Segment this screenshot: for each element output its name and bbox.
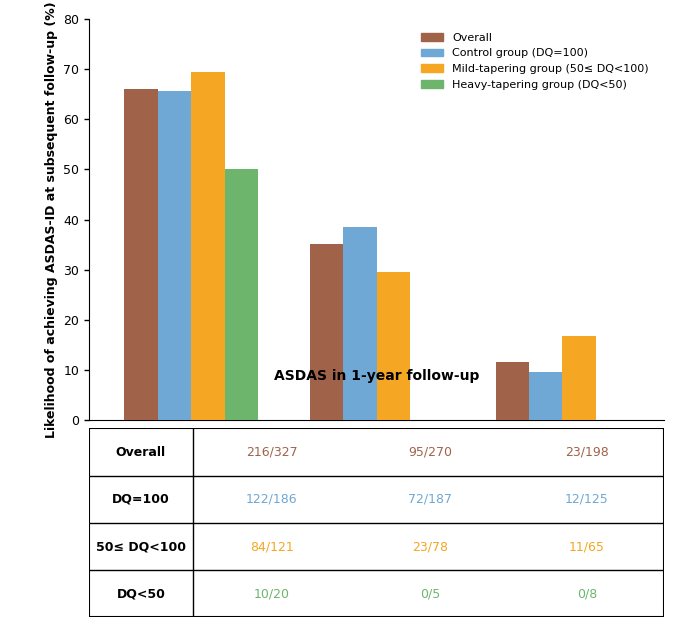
Text: Overall: Overall [116,445,166,459]
Text: 12/125: 12/125 [565,493,609,506]
Text: 95/270: 95/270 [408,445,452,459]
Text: 0/5: 0/5 [420,587,440,600]
Legend: Overall, Control group (DQ=100), Mild-tapering group (50≤ DQ<100), Heavy-taperin: Overall, Control group (DQ=100), Mild-ta… [416,28,653,94]
Text: DQ=100: DQ=100 [112,493,170,506]
Bar [562,336,596,420]
Text: 122/186: 122/186 [246,493,297,506]
Bar [529,372,562,420]
Text: 10/20: 10/20 [253,587,290,600]
Bar [310,244,343,420]
Text: 216/327: 216/327 [246,445,297,459]
Text: 11/65: 11/65 [569,540,605,553]
Text: 50≤ DQ<100: 50≤ DQ<100 [96,540,186,553]
Bar [225,169,258,420]
Text: 0/8: 0/8 [577,587,597,600]
Bar [191,72,225,420]
Bar [495,362,529,420]
Text: 84/121: 84/121 [250,540,294,553]
Bar [124,89,158,420]
Text: 23/198: 23/198 [565,445,609,459]
Y-axis label: Likelihood of achieving ASDAS-ID at subsequent follow-up (%): Likelihood of achieving ASDAS-ID at subs… [45,1,58,438]
FancyBboxPatch shape [89,428,664,617]
Bar [343,227,377,420]
Text: ASDAS in 1-year follow-up: ASDAS in 1-year follow-up [274,369,479,382]
Bar [377,272,410,420]
Text: 23/78: 23/78 [412,540,448,553]
Text: 72/187: 72/187 [408,493,452,506]
Bar [158,91,191,420]
Text: DQ<50: DQ<50 [116,587,165,600]
